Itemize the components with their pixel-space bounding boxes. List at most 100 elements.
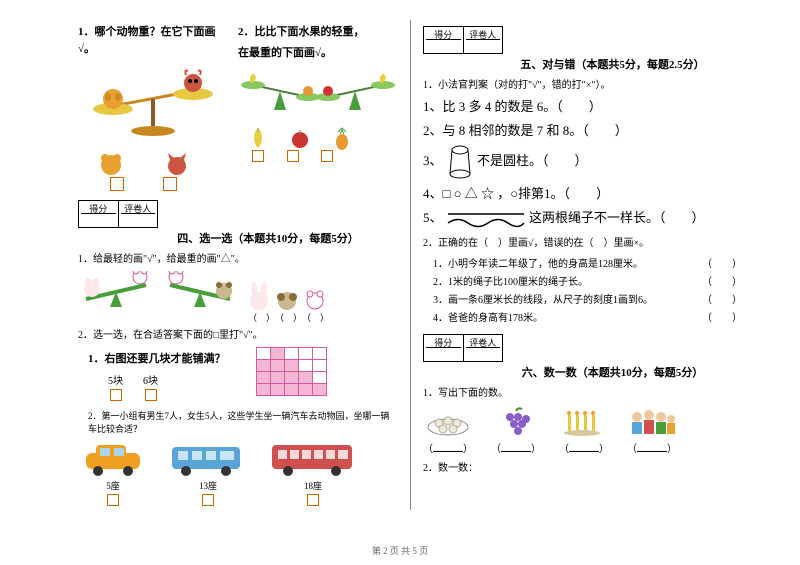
eggs-icon: （） (423, 407, 473, 455)
q3-1-text: 1．哪个动物重？在它下面画√。 (78, 24, 228, 57)
judge-3: 3、 不是圆柱。（ ） (423, 144, 742, 180)
q3-2-fruits (248, 126, 398, 150)
correct-3: 3．画一条6厘米长的线段，从尺子的刻度1画到6。（ ） (423, 291, 742, 306)
score-box: 得分 评卷人 (78, 200, 158, 228)
bear-icon (98, 151, 124, 177)
q4-2-2-text: 2．第一小组有男生7人，女生5人，这些学生坐一辆汽车去动物园，坐哪一辆车比较合适… (88, 410, 398, 437)
apple-icon (290, 126, 310, 150)
candles-icon: （） (559, 407, 609, 455)
q3-1-checkboxes (92, 177, 228, 194)
checkbox[interactable] (110, 177, 124, 191)
balance-scale-1 (78, 61, 228, 151)
tile-grid (256, 347, 327, 406)
q4-2-1-row: 1．右图还要几块才能铺满？ 5块 6块 (78, 347, 398, 406)
correct-4: 4．爸爸的身高有178米。（ ） (423, 309, 742, 324)
cylinder-icon (446, 144, 474, 180)
c4-text: 4．爸爸的身高有178米。 (433, 309, 543, 324)
bus-icon (268, 441, 358, 477)
section-6-title: 六、数一数（本题共10分，每题5分） (483, 364, 742, 380)
balance-scale-2 (238, 65, 398, 120)
checkbox[interactable] (307, 494, 319, 506)
q3-row: 1．哪个动物重？在它下面画√。 (78, 20, 398, 194)
c2-text: 2．1米的绳子比100厘米的绳子长。 (433, 273, 588, 288)
correct-1: 1．小明今年读二年级了，他的身高是128厘米。（ ） (423, 255, 742, 270)
bus-18: 18座 (268, 441, 358, 510)
score-hdr: 得分 (426, 336, 461, 348)
q3-2b-text: 在最重的下面画√。 (238, 45, 398, 62)
grader-hdr: 评卷人 (121, 202, 156, 214)
pear-icon (248, 126, 268, 150)
section-5-title: 五、对与错（本题共5分，每题2.5分） (483, 56, 742, 72)
right-column: 得分 评卷人 五、对与错（本题共5分，每题2.5分） 1．小法官判案（对的打"√… (415, 20, 750, 520)
q4-2-text: 2．选一选，在合适答案下面的□里打"√"。 (78, 328, 398, 343)
car-row: 5座 13座 (78, 441, 398, 510)
c3-text: 3．画一条6厘米长的线段，从尺子的刻度1画到6。 (433, 291, 653, 306)
grader-hdr: 评卷人 (466, 28, 501, 40)
j3-text: 3、 (423, 153, 443, 168)
checkbox[interactable] (163, 177, 177, 191)
seesaw-1 (78, 271, 158, 311)
score-hdr: 得分 (81, 202, 116, 214)
checkbox[interactable] (110, 389, 122, 401)
judge-5: 5、 这两根绳子不一样长。（ ） (423, 208, 742, 228)
q5-2-text: 2．正确的在（ ）里画√，错误的在（ ）里画×。 (423, 236, 742, 251)
pineapple-icon (332, 126, 352, 150)
opt-6: 6块 (143, 376, 158, 387)
q4-1-parens: （ ） （ ） （ ） (248, 311, 398, 324)
answer-blank[interactable] (637, 442, 667, 452)
section-4-title: 四、选一选（本题共10分，每题5分） (138, 230, 398, 246)
answer-blank[interactable] (501, 442, 531, 452)
q6-2-text: 2．数一数： (423, 461, 742, 476)
checkbox[interactable] (145, 389, 157, 401)
checkbox[interactable] (321, 150, 333, 162)
j3b-text: 不是圆柱。（ (477, 153, 549, 168)
q4-1-text: 1．给最轻的画"√"，给最重的画"△"。 (78, 252, 398, 267)
c1-text: 1．小明今年读二年级了，他的身高是128厘米。 (433, 255, 643, 270)
answer-blank[interactable] (569, 442, 599, 452)
score-box: 得分 评卷人 (423, 26, 503, 54)
q5-1-text: 1．小法官判案（对的打"√"，错的打"×"）。 (423, 78, 742, 93)
monkey-icon (274, 281, 300, 311)
bus-label: 13座 (199, 481, 217, 491)
j5b-text: 这两根绳子不一样长。（ (529, 210, 666, 225)
score-box: 得分 评卷人 (423, 334, 503, 362)
checkbox[interactable] (202, 494, 214, 506)
left-column: 1．哪个动物重？在它下面画√。 (70, 20, 406, 520)
j2-text: 2、与 8 相邻的数是 7 和 8。（ (423, 123, 589, 138)
bus-13: 13座 (168, 441, 248, 510)
judge-2: 2、与 8 相邻的数是 7 和 8。（ ） (423, 121, 742, 141)
car-label: 5座 (106, 481, 120, 491)
correct-2: 2．1米的绳子比100厘米的绳子长。（ ） (423, 273, 742, 288)
score-hdr: 得分 (426, 28, 461, 40)
answer-blank[interactable] (433, 442, 463, 452)
q3-1-icons (98, 151, 228, 177)
bus-label: 18座 (304, 481, 322, 491)
seesaw-2 (162, 271, 242, 311)
j4-text: 4、□ ○ △ ☆ ，○排第1。（ (423, 186, 570, 201)
car-5: 5座 (78, 441, 148, 510)
rope-icon (446, 210, 526, 228)
judge-1: 1、比 3 多 4 的数是 6。（ ） (423, 97, 742, 117)
cat-icon (164, 151, 190, 177)
q3-2-text: 2．比比下面水果的轻重， (238, 24, 398, 41)
page-footer: 第 2 页 共 5 页 (0, 544, 800, 557)
people-icon: （） (627, 407, 677, 455)
worksheet-page: 1．哪个动物重？在它下面画√。 (0, 0, 800, 530)
rabbit-icon (246, 281, 272, 311)
q6-1-text: 1．写出下面的数。 (423, 386, 742, 401)
kitty-icon (302, 281, 328, 311)
column-divider (410, 20, 411, 510)
checkbox[interactable] (252, 150, 264, 162)
checkbox[interactable] (287, 150, 299, 162)
seesaw-row (78, 271, 398, 311)
judge-4: 4、□ ○ △ ☆ ，○排第1。（ ） (423, 184, 742, 204)
grader-hdr: 评卷人 (466, 336, 501, 348)
minibus-icon (168, 441, 248, 477)
car-icon (78, 441, 148, 477)
opt-5: 5块 (108, 376, 123, 387)
checkbox[interactable] (107, 494, 119, 506)
j5-text: 5、 (423, 210, 443, 225)
q4-2-1-text: 1．右图还要几块才能铺满？ (88, 351, 226, 368)
q3-2-checkboxes (242, 150, 398, 165)
grapes-icon: （） (491, 407, 541, 455)
